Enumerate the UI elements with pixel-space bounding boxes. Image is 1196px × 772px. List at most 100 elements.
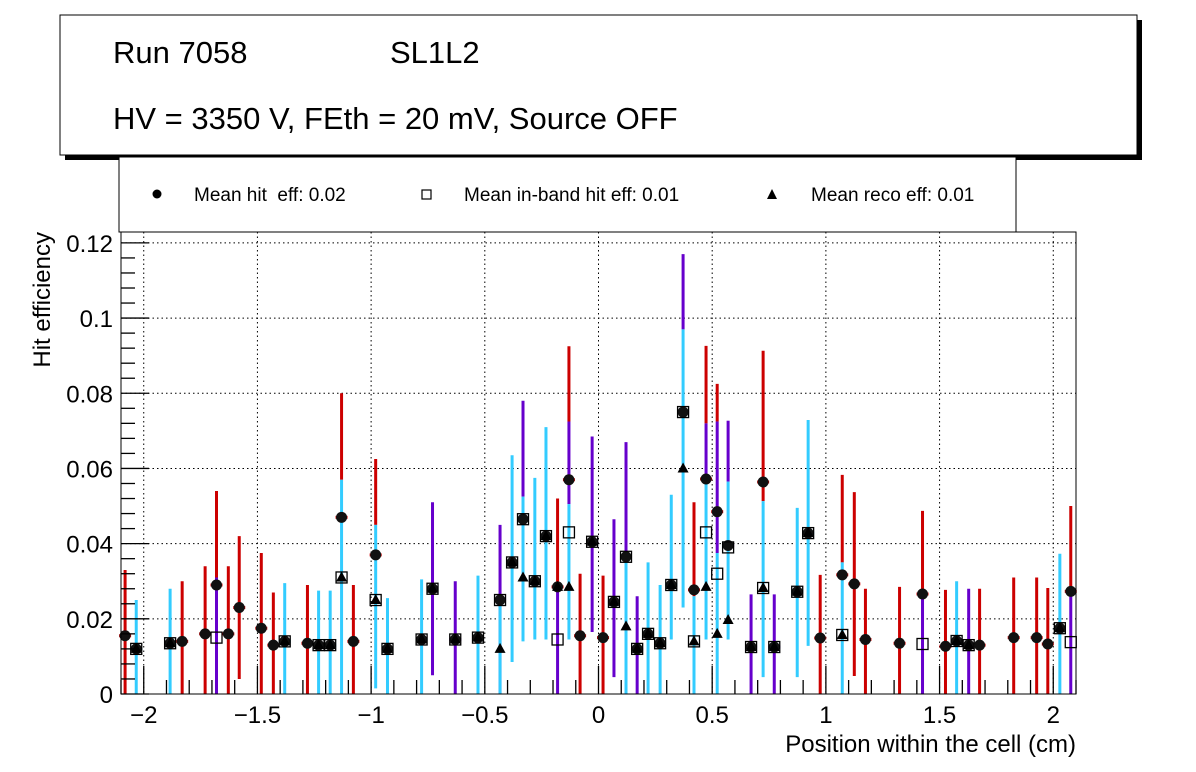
reco-eff-point: [963, 639, 975, 650]
hit-eff-point: [1031, 632, 1043, 644]
x-axis-label: Position within the cell (cm): [785, 731, 1076, 758]
inband-eff-point: [711, 567, 724, 580]
reco-eff-point: [472, 631, 484, 642]
inband-eff-point: [699, 526, 713, 539]
reco-eff-point: [722, 613, 734, 624]
hit-eff-point: [700, 473, 712, 485]
reco-eff-point: [130, 642, 142, 653]
hit-eff-point: [199, 628, 211, 640]
hit-eff-point: [917, 588, 929, 600]
hit-eff-point: [757, 476, 769, 488]
grid: [121, 232, 1076, 694]
y-tick-label: 0.02: [66, 607, 113, 634]
reco-eff-point: [1054, 622, 1066, 633]
hit-eff-point: [222, 628, 234, 640]
reco-eff-point: [381, 642, 393, 653]
reco-eff-point: [313, 639, 325, 650]
hit-eff-point: [688, 584, 700, 596]
data-markers: [119, 405, 1077, 656]
reco-eff-point: [529, 575, 541, 586]
hit-eff-point: [939, 640, 951, 652]
x-tick-label: 1.5: [923, 702, 956, 729]
hit-eff-point: [574, 630, 586, 642]
hit-eff-point: [517, 513, 529, 525]
reco-eff-point: [608, 595, 620, 606]
reco-eff-point: [449, 633, 461, 644]
title-box: [59, 14, 1138, 156]
x-tick-label: 2: [1047, 702, 1060, 729]
title-run: Run 7058: [113, 35, 247, 70]
y-tick-label: 0.06: [66, 456, 113, 483]
hit-eff-point: [597, 632, 609, 644]
reco-eff-point: [370, 594, 382, 605]
reco-eff-point: [700, 580, 712, 591]
hit-eff-point: [836, 569, 848, 581]
hit-eff-point: [563, 474, 575, 486]
reco-eff-point: [586, 535, 598, 546]
hit-eff-point: [974, 639, 986, 651]
y-tick-label: 0: [100, 682, 113, 709]
x-tick-label: 0: [592, 702, 605, 729]
legend-marker-reco: [767, 189, 777, 199]
reco-eff-point: [631, 642, 643, 653]
hit-eff-point: [814, 632, 826, 644]
reco-eff-point: [711, 627, 723, 638]
title-conditions: HV = 3350 V, FEth = 20 mV, Source OFF: [113, 101, 678, 136]
x-tick-label: −1: [357, 702, 384, 729]
reco-eff-point: [757, 581, 769, 592]
reco-eff-point: [745, 641, 757, 652]
reco-eff-point: [791, 585, 803, 596]
reco-eff-point: [836, 628, 848, 639]
inband-eff-point: [676, 405, 690, 419]
legend-label-hit: Mean hit eff: 0.02: [194, 185, 346, 206]
hit-eff-point: [620, 551, 632, 563]
inband-eff-point: [551, 633, 564, 646]
hit-eff-point: [1065, 585, 1077, 597]
hit-eff-point: [859, 633, 871, 645]
axes: −2 −1.5 −1 −0.5 0 0.5 1 1.5 2 0 0.02 0.04 0.06 0.08 0.…: [66, 231, 1077, 729]
y-tick-label: 0.12: [66, 231, 113, 258]
reco-eff-point: [688, 635, 700, 646]
inband-eff-point: [916, 637, 929, 651]
title-layer: SL1L2: [390, 35, 480, 70]
reco-eff-point: [768, 641, 780, 652]
y-tick-label: 0.04: [66, 532, 113, 559]
hit-eff-point: [233, 602, 245, 614]
hit-eff-point: [301, 637, 313, 649]
x-tick-label: −0.5: [461, 702, 508, 729]
hit-eff-point: [1008, 632, 1020, 644]
reco-eff-point: [540, 530, 552, 541]
hit-eff-point: [894, 637, 906, 649]
x-tick-label: 0.5: [696, 702, 729, 729]
hit-eff-point: [119, 630, 131, 642]
reco-eff-point: [654, 637, 666, 648]
inband-eff-point: [721, 541, 735, 554]
y-tick-label: 0.1: [80, 306, 113, 333]
reco-eff-point: [416, 633, 428, 644]
legend-box: [118, 156, 1017, 233]
legend-label-reco: Mean reco eff: 0.01: [811, 185, 974, 206]
hit-eff-point: [255, 622, 267, 634]
reco-eff-point: [506, 556, 518, 567]
reco-eff-point: [620, 620, 632, 631]
hit-eff-point: [677, 406, 689, 418]
reco-eff-point: [494, 642, 506, 653]
legend-marker-hit: [152, 189, 162, 199]
hit-eff-point: [370, 549, 382, 561]
reco-eff-point: [164, 637, 176, 648]
x-tick-label: −1.5: [234, 702, 281, 729]
inband-eff-point: [562, 526, 576, 539]
hit-eff-point: [267, 639, 279, 651]
reco-eff-point: [802, 527, 814, 538]
hit-eff-point: [722, 540, 734, 552]
hit-eff-point: [336, 511, 348, 523]
y-axis-label: Hit efficiency: [29, 232, 56, 368]
reco-eff-point: [324, 639, 336, 650]
inband-eff-point: [516, 513, 530, 526]
reco-eff-point: [552, 580, 564, 591]
hit-eff-point: [347, 635, 359, 647]
reco-eff-point: [279, 635, 291, 646]
reco-eff-point: [642, 627, 654, 638]
reco-eff-point: [427, 582, 439, 593]
